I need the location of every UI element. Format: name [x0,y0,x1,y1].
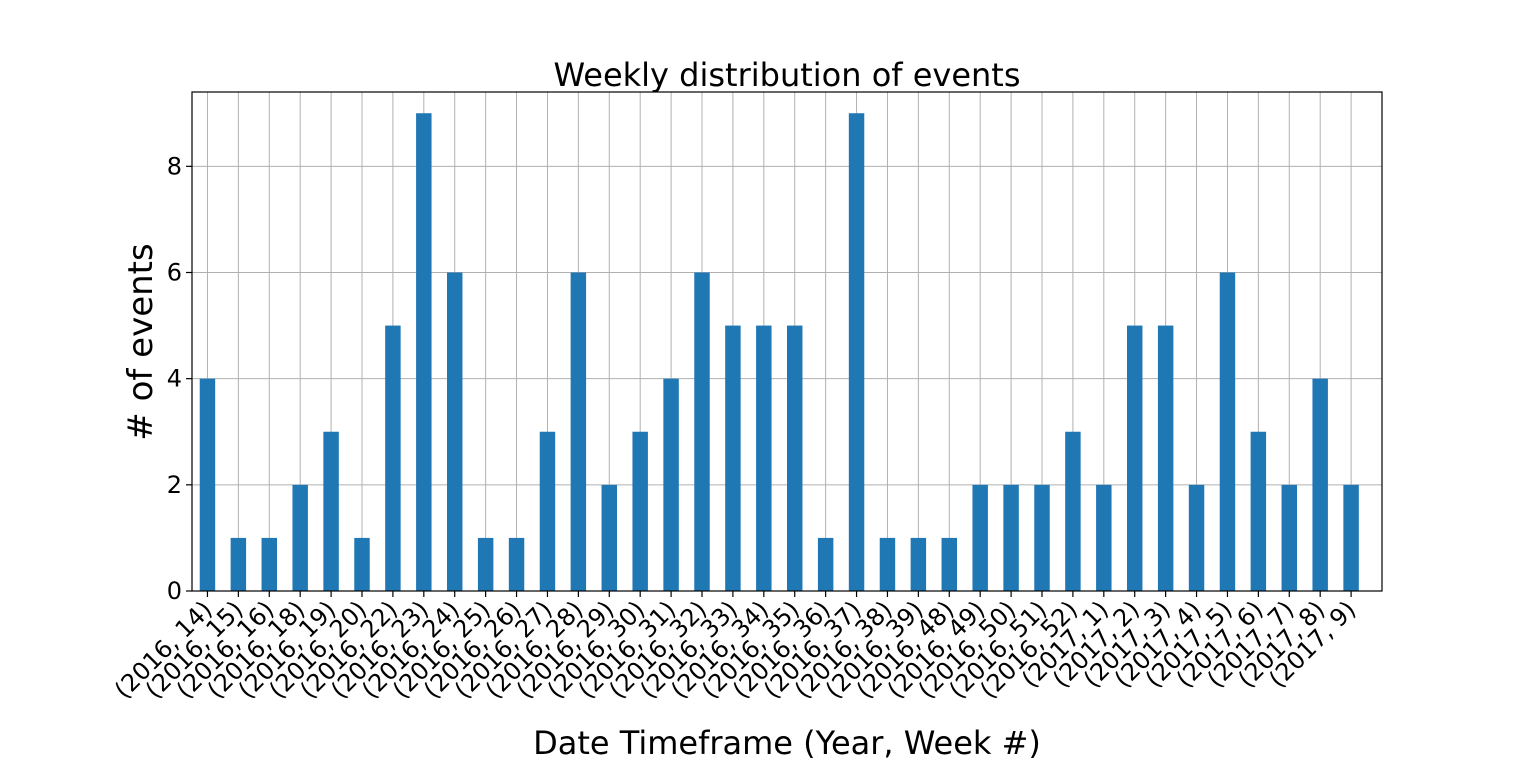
bar [570,272,587,591]
bar [1188,484,1205,591]
y-axis: 0 2 4 6 8 [167,152,192,605]
y-tick-label: 8 [167,152,182,180]
bar [416,113,432,591]
bar [1219,272,1236,591]
bar [941,537,957,591]
y-axis-label: # of events [121,243,161,440]
bar [230,537,247,591]
bar [508,537,525,591]
bar [632,431,648,591]
y-tick-label: 0 [167,577,182,605]
bar [1003,484,1019,591]
bar [601,484,617,591]
bar [1250,431,1267,591]
bar [323,431,339,591]
bar [1127,325,1143,591]
plot-frame [191,91,1383,592]
bar [1281,484,1297,591]
bar [261,537,277,591]
bar [910,537,927,591]
bar [1157,325,1174,591]
bars [199,113,1359,591]
y-tick-label: 4 [167,365,182,393]
bar [879,537,896,591]
bar [1096,484,1112,591]
bar [385,325,401,591]
chart-title: Weekly distribution of events [553,56,1020,94]
bar [848,113,865,591]
bar [756,325,772,591]
bar [1312,378,1328,591]
bar [539,431,556,591]
bar [1065,431,1081,591]
bar [199,378,216,591]
bar [354,537,370,591]
x-axis-label: Date Timeframe (Year, Week #) [533,724,1041,762]
y-tick-label: 2 [167,471,182,499]
bar [292,484,308,591]
bar [1034,484,1050,591]
bar [663,378,679,591]
bar [725,325,741,591]
bar [447,272,463,591]
bar [817,537,834,591]
bar [787,325,803,591]
bar [972,484,988,591]
x-axis: (2016, 14)(2016, 15)(2016, 16)(2016, 18)… [109,591,1361,704]
bar [1343,484,1359,591]
bar [477,537,494,591]
bar [694,272,710,591]
y-tick-label: 6 [167,258,182,286]
